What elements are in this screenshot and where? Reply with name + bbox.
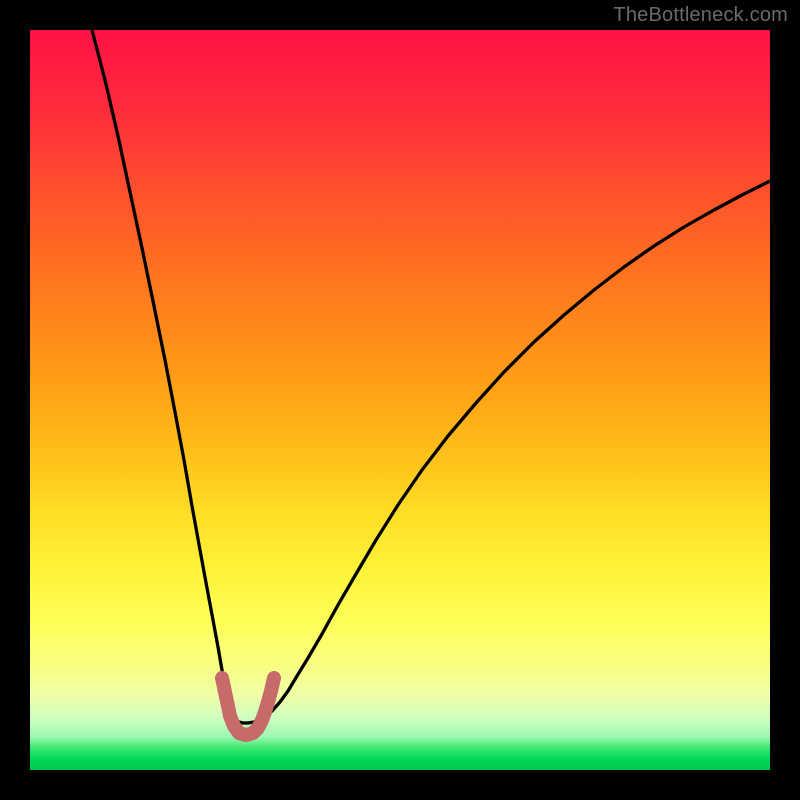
chart-curves (30, 30, 770, 770)
optimum-marker (222, 678, 274, 735)
watermark-text: TheBottleneck.com (613, 4, 788, 27)
chart-plot-area (30, 30, 770, 770)
bottleneck-curve (92, 30, 770, 723)
